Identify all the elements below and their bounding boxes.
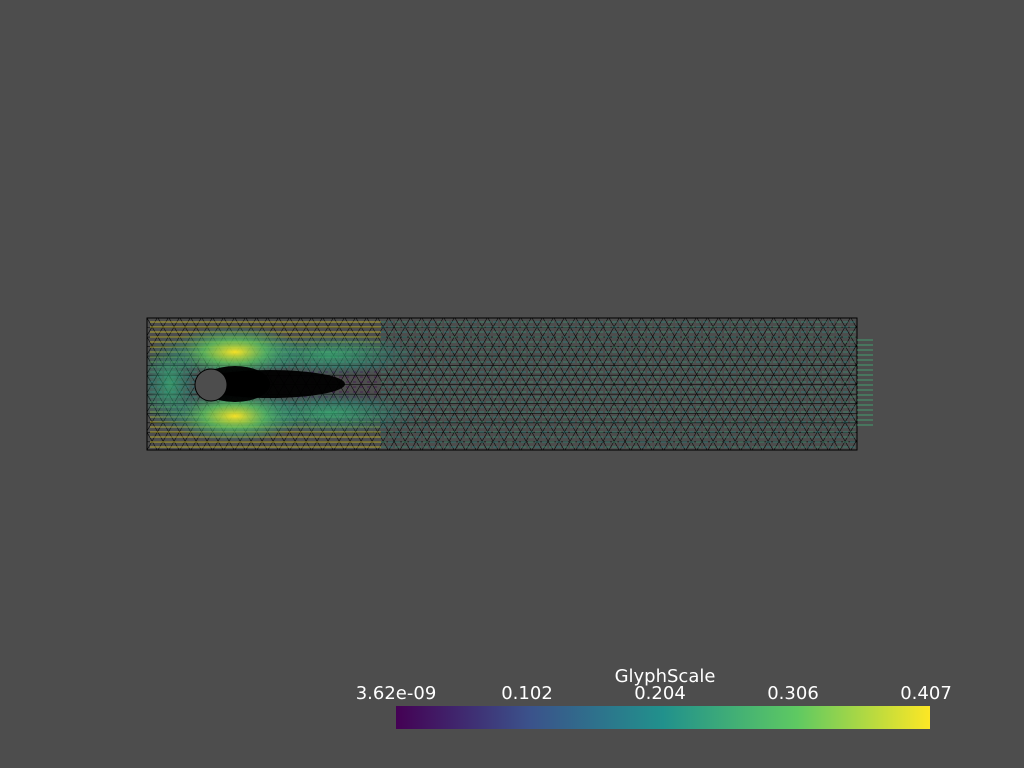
glyph-batch [388, 321, 828, 428]
lower-wake-tail [240, 391, 420, 435]
glyph-batch [402, 326, 835, 433]
colorbar-tick-3: 0.306 [767, 683, 819, 704]
glyph-batch [381, 321, 835, 448]
upper-wake-tail [240, 333, 420, 377]
channel-boundary [146, 317, 858, 451]
outflow-glyphs [857, 339, 873, 426]
glyph-batch [486, 406, 611, 418]
colorbar-tick-min: 3.62e-09 [355, 683, 437, 704]
colorbar-gradient [396, 706, 930, 729]
glyph-batch [416, 321, 828, 438]
glyph-batch [437, 326, 828, 443]
glyph-batch [381, 341, 814, 448]
glyph-batch [409, 331, 856, 448]
glyph-batch [388, 326, 849, 443]
glyph-batch [381, 326, 835, 443]
cylinder-obstacle [194, 368, 228, 402]
glyph-batch [430, 336, 842, 443]
colorbar-tick-max: 0.407 [900, 683, 952, 704]
colorbar-tick-1: 0.102 [501, 683, 553, 704]
glyph-batch [444, 326, 856, 443]
colorbar-title: GlyphScale [614, 666, 716, 687]
channel-domain [147, 318, 857, 450]
inlet-region [147, 334, 200, 434]
outflow-glyph-lines [857, 339, 873, 426]
colorbar-tick-2: 0.204 [634, 683, 686, 704]
